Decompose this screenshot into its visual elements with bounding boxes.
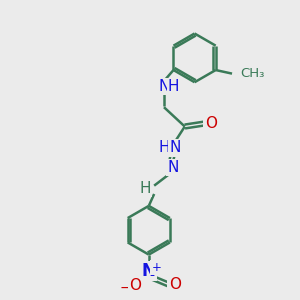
- Text: H: H: [159, 140, 170, 155]
- Text: N: N: [167, 160, 178, 175]
- Text: O: O: [129, 278, 141, 293]
- Text: O: O: [169, 277, 181, 292]
- Text: O: O: [205, 116, 217, 131]
- Text: H: H: [168, 79, 179, 94]
- Text: N: N: [158, 79, 170, 94]
- Text: CH₃: CH₃: [240, 67, 265, 80]
- Text: −: −: [119, 280, 131, 295]
- Text: N: N: [142, 262, 156, 280]
- Text: N: N: [169, 140, 181, 155]
- Text: +: +: [151, 261, 161, 274]
- Text: H: H: [140, 181, 151, 196]
